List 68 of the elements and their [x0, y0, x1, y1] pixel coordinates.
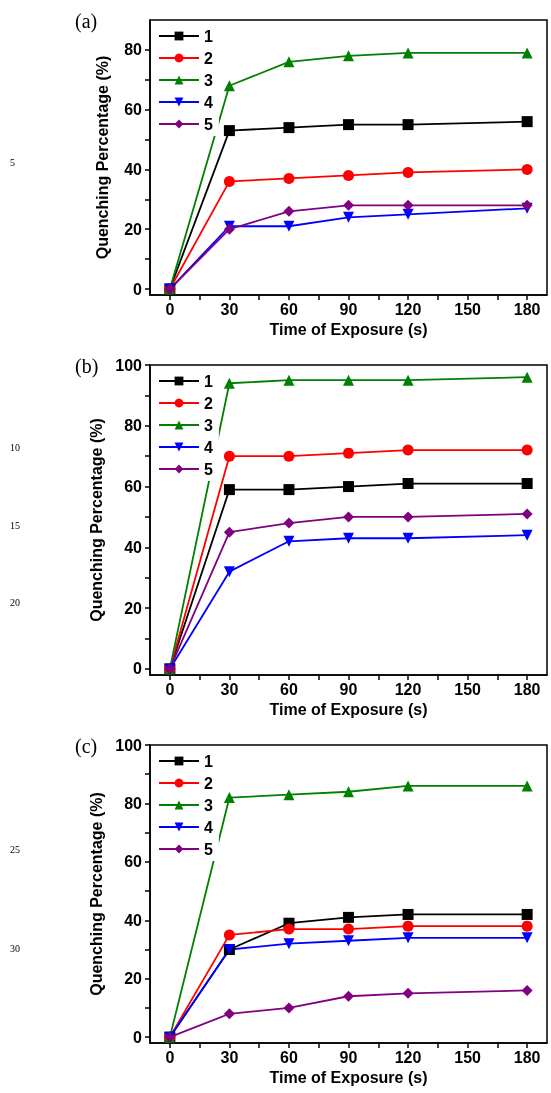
legend-label: 1 — [204, 27, 213, 45]
x-tick-label: 90 — [339, 1048, 358, 1066]
x-tick-label: 0 — [165, 680, 175, 698]
x-tick-label: 180 — [513, 1048, 541, 1066]
x-axis-title: Time of Exposure (s) — [269, 321, 428, 339]
y-axis-title: Quenching Percentage (%) — [87, 792, 105, 996]
legend-label: 2 — [204, 49, 213, 67]
text: 25 — [10, 843, 20, 855]
x-tick-label: 120 — [394, 680, 422, 698]
text: 30 — [10, 943, 20, 955]
x-tick-label: 0 — [165, 1048, 175, 1066]
y-tick-label: 0 — [133, 280, 143, 298]
legend-label: 2 — [204, 774, 213, 792]
legend-label: 1 — [204, 752, 213, 770]
x-tick-label: 90 — [339, 300, 358, 318]
x-tick-label: 150 — [454, 300, 482, 318]
text: 10 — [10, 442, 20, 453]
legend-label: 5 — [204, 840, 213, 858]
y-tick-label: 0 — [133, 660, 143, 678]
text: 15 — [10, 519, 20, 531]
legend-label: 3 — [204, 71, 213, 89]
y-tick-label: 20 — [124, 970, 143, 988]
y-axis-title: Quenching Percentage (%) — [87, 418, 105, 622]
text: 5 — [10, 157, 15, 168]
legend-label: 2 — [204, 394, 213, 412]
legend-label: 5 — [204, 460, 213, 478]
x-tick-label: 150 — [454, 1048, 482, 1066]
legend-label: 3 — [204, 796, 213, 814]
x-tick-label: 90 — [339, 680, 358, 698]
x-tick-label: 30 — [220, 1048, 239, 1066]
x-tick-label: 60 — [280, 1048, 298, 1066]
y-tick-label: 40 — [124, 911, 143, 929]
y-tick-label: 0 — [133, 1028, 143, 1046]
y-tick-label: 40 — [124, 160, 143, 178]
x-tick-label: 30 — [220, 300, 239, 318]
chart-title: (c) — [75, 735, 98, 758]
y-tick-label: 100 — [115, 736, 143, 754]
legend-label: 4 — [204, 438, 213, 456]
x-tick-label: 30 — [220, 680, 239, 698]
x-tick-label: 120 — [394, 1048, 422, 1066]
x-tick-label: 150 — [454, 680, 482, 698]
x-axis-title: Time of Exposure (s) — [269, 1069, 428, 1087]
chart-title: (a) — [75, 10, 98, 33]
x-tick-label: 60 — [280, 680, 298, 698]
y-tick-label: 60 — [124, 478, 143, 496]
y-tick-label: 60 — [124, 101, 143, 119]
y-tick-label: 80 — [124, 417, 143, 435]
x-tick-label: 0 — [165, 300, 175, 318]
y-tick-label: 20 — [124, 220, 143, 238]
y-axis-title: Quenching Percentage (%) — [93, 55, 111, 260]
y-tick-label: 80 — [124, 41, 143, 59]
x-axis-title: Time of Exposure (s) — [269, 701, 428, 719]
x-tick-label: 60 — [280, 300, 298, 318]
legend-label: 5 — [204, 115, 213, 133]
y-tick-label: 20 — [124, 599, 143, 617]
legend-label: 3 — [204, 416, 213, 434]
y-tick-label: 80 — [124, 794, 143, 812]
legend-label: 1 — [204, 372, 213, 390]
x-tick-label: 180 — [513, 300, 541, 318]
legend-label: 4 — [204, 818, 213, 836]
y-tick-label: 60 — [124, 853, 143, 871]
x-tick-label: 120 — [394, 300, 422, 318]
text: 20 — [10, 597, 20, 608]
y-tick-label: 100 — [115, 356, 143, 374]
chart-title: (b) — [75, 355, 99, 378]
x-tick-label: 180 — [513, 680, 541, 698]
legend-label: 4 — [204, 93, 213, 111]
y-tick-label: 40 — [124, 538, 143, 556]
